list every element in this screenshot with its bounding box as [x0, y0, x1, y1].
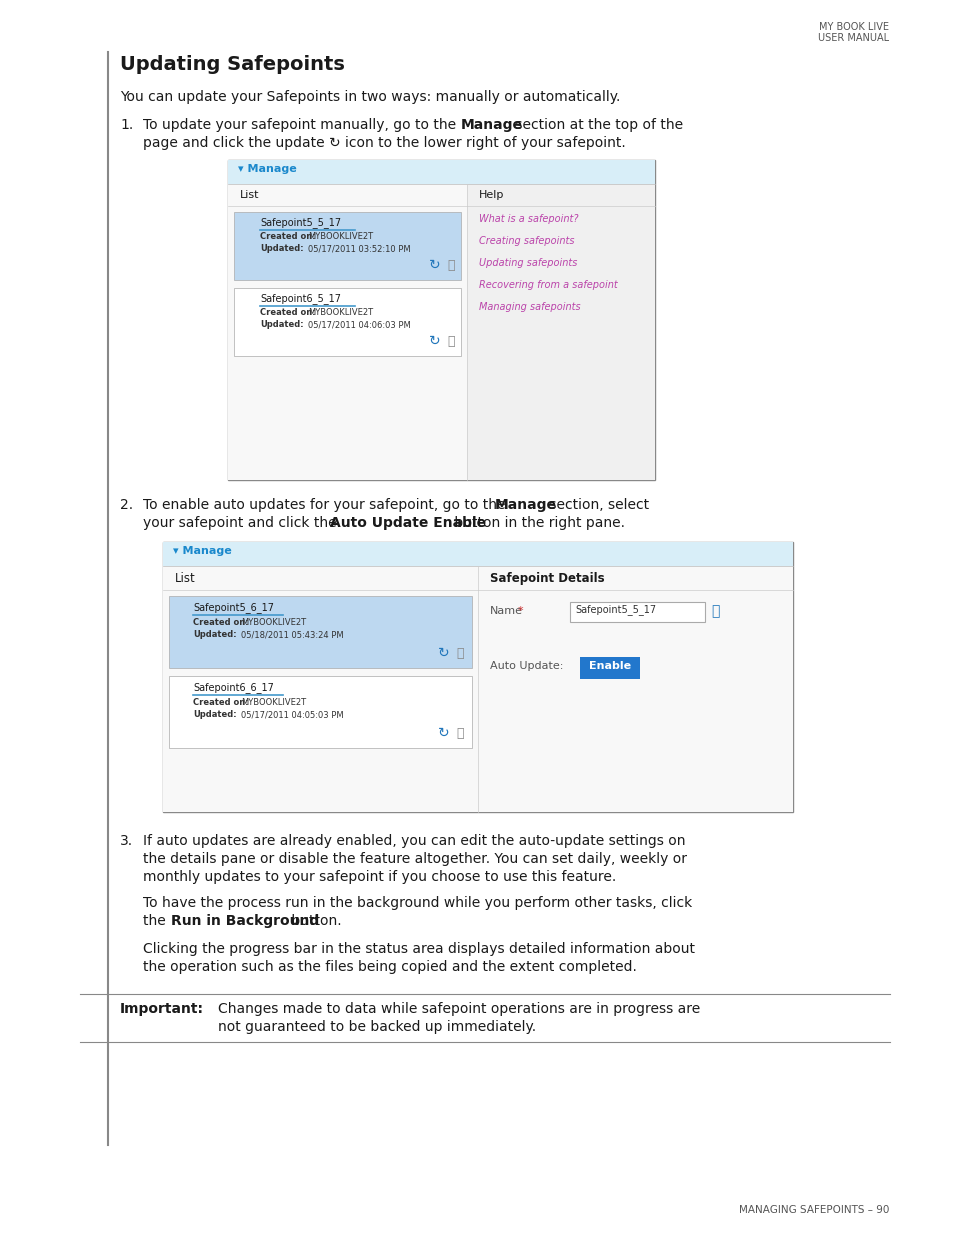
- Text: button.: button.: [287, 914, 341, 927]
- Bar: [228, 184, 467, 480]
- Text: Enable: Enable: [588, 661, 630, 671]
- Bar: [579, 657, 639, 679]
- Text: ↻: ↻: [437, 646, 449, 659]
- Text: MANAGING SAFEPOINTS – 90: MANAGING SAFEPOINTS – 90: [738, 1205, 888, 1215]
- Text: To enable auto updates for your safepoint, go to the: To enable auto updates for your safepoin…: [143, 498, 509, 513]
- Text: Safepoint5_6_17: Safepoint5_6_17: [193, 601, 274, 613]
- Bar: [163, 542, 792, 566]
- Text: List: List: [174, 572, 195, 585]
- Text: Safepoint6_5_17: Safepoint6_5_17: [260, 293, 340, 304]
- Text: Updated:: Updated:: [260, 245, 303, 253]
- Text: Recovering from a safepoint: Recovering from a safepoint: [478, 280, 618, 290]
- Text: Created on:: Created on:: [260, 308, 315, 317]
- Text: the: the: [143, 914, 170, 927]
- Text: Auto Update Enable: Auto Update Enable: [330, 516, 486, 530]
- Text: not guaranteed to be backed up immediately.: not guaranteed to be backed up immediate…: [218, 1020, 536, 1034]
- Text: section at the top of the: section at the top of the: [511, 119, 682, 132]
- Bar: [228, 161, 655, 480]
- Text: Changes made to data while safepoint operations are in progress are: Changes made to data while safepoint ope…: [218, 1002, 700, 1016]
- Text: Created on:: Created on:: [260, 232, 315, 241]
- Text: your safepoint and click the: your safepoint and click the: [143, 516, 340, 530]
- Text: List: List: [240, 190, 259, 200]
- Text: Manage: Manage: [460, 119, 522, 132]
- Text: Creating safepoints: Creating safepoints: [478, 236, 574, 246]
- Text: What is a safepoint?: What is a safepoint?: [478, 214, 578, 224]
- Text: USER MANUAL: USER MANUAL: [817, 33, 888, 43]
- Text: page and click the update ↻ icon to the lower right of your safepoint.: page and click the update ↻ icon to the …: [143, 136, 625, 149]
- Text: ⎙: ⎙: [456, 727, 463, 740]
- Text: Help: Help: [478, 190, 504, 200]
- Text: MYBOOKLIVE2T: MYBOOKLIVE2T: [308, 232, 373, 241]
- Text: 05/17/2011 04:05:03 PM: 05/17/2011 04:05:03 PM: [241, 710, 343, 719]
- Text: Managing safepoints: Managing safepoints: [478, 303, 580, 312]
- Text: ↻: ↻: [429, 333, 440, 348]
- Text: section, select: section, select: [544, 498, 648, 513]
- Text: MYBOOKLIVE2T: MYBOOKLIVE2T: [241, 698, 306, 706]
- Bar: [477, 566, 792, 811]
- Bar: [233, 212, 460, 280]
- Text: Updating safepoints: Updating safepoints: [478, 258, 577, 268]
- Text: the details pane or disable the feature altogether. You can set daily, weekly or: the details pane or disable the feature …: [143, 852, 686, 866]
- Text: To have the process run in the background while you perform other tasks, click: To have the process run in the backgroun…: [143, 897, 692, 910]
- Text: monthly updates to your safepoint if you choose to use this feature.: monthly updates to your safepoint if you…: [143, 869, 616, 884]
- Text: 1.: 1.: [120, 119, 133, 132]
- Text: MY BOOK LIVE: MY BOOK LIVE: [818, 22, 888, 32]
- Bar: [163, 566, 477, 811]
- Text: 3.: 3.: [120, 834, 133, 848]
- Text: To update your safepoint manually, go to the: To update your safepoint manually, go to…: [143, 119, 460, 132]
- Text: MYBOOKLIVE2T: MYBOOKLIVE2T: [241, 618, 306, 627]
- Bar: [467, 184, 655, 480]
- Text: MYBOOKLIVE2T: MYBOOKLIVE2T: [308, 308, 373, 317]
- Bar: [169, 597, 472, 668]
- Text: 05/18/2011 05:43:24 PM: 05/18/2011 05:43:24 PM: [241, 630, 343, 638]
- Text: Clicking the progress bar in the status area displays detailed information about: Clicking the progress bar in the status …: [143, 942, 695, 956]
- Text: 05/17/2011 04:06:03 PM: 05/17/2011 04:06:03 PM: [308, 320, 411, 329]
- Text: Name: Name: [490, 606, 522, 616]
- Text: Run in Background: Run in Background: [171, 914, 319, 927]
- Text: Manage: Manage: [495, 498, 557, 513]
- Bar: [163, 542, 792, 811]
- Bar: [169, 676, 472, 748]
- Text: Updated:: Updated:: [260, 320, 303, 329]
- Text: Updating Safepoints: Updating Safepoints: [120, 56, 345, 74]
- Bar: [233, 288, 460, 356]
- Text: Safepoint5_5_17: Safepoint5_5_17: [575, 604, 656, 615]
- Text: ⎙: ⎙: [447, 335, 454, 348]
- Text: the operation such as the files being copied and the extent completed.: the operation such as the files being co…: [143, 960, 637, 974]
- Bar: [569, 601, 704, 622]
- Text: ▾ Manage: ▾ Manage: [172, 546, 232, 556]
- Text: Safepoint Details: Safepoint Details: [490, 572, 604, 585]
- Text: ↻: ↻: [429, 258, 440, 272]
- Text: Important:: Important:: [120, 1002, 204, 1016]
- Text: ▾ Manage: ▾ Manage: [237, 164, 296, 174]
- Text: Updated:: Updated:: [193, 630, 236, 638]
- Text: Safepoint6_6_17: Safepoint6_6_17: [193, 682, 274, 693]
- Text: ⓘ: ⓘ: [710, 604, 719, 618]
- Text: 2.: 2.: [120, 498, 133, 513]
- Text: You can update your Safepoints in two ways: manually or automatically.: You can update your Safepoints in two wa…: [120, 90, 619, 104]
- Text: button in the right pane.: button in the right pane.: [450, 516, 624, 530]
- Text: Auto Update:: Auto Update:: [490, 661, 563, 671]
- Text: Updated:: Updated:: [193, 710, 236, 719]
- Text: Created on:: Created on:: [193, 698, 249, 706]
- Text: ⎙: ⎙: [456, 647, 463, 659]
- Text: ⎙: ⎙: [447, 259, 454, 272]
- Text: 05/17/2011 03:52:10 PM: 05/17/2011 03:52:10 PM: [308, 245, 410, 253]
- Text: *: *: [517, 606, 523, 616]
- Text: Created on:: Created on:: [193, 618, 249, 627]
- Text: Safepoint5_5_17: Safepoint5_5_17: [260, 217, 341, 228]
- Text: If auto updates are already enabled, you can edit the auto-update settings on: If auto updates are already enabled, you…: [143, 834, 685, 848]
- Bar: [228, 161, 655, 184]
- Text: ↻: ↻: [437, 726, 449, 740]
